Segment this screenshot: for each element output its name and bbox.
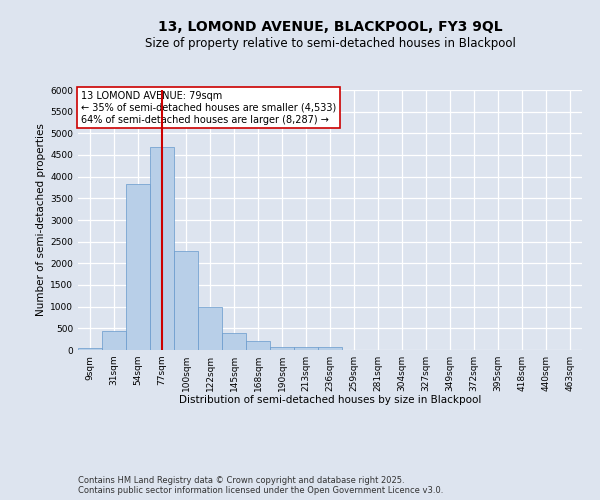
Bar bbox=[198, 307, 222, 350]
Text: 13, LOMOND AVENUE, BLACKPOOL, FY3 9QL: 13, LOMOND AVENUE, BLACKPOOL, FY3 9QL bbox=[158, 20, 502, 34]
Bar bbox=[222, 332, 246, 350]
Bar bbox=[294, 347, 318, 350]
Text: Size of property relative to semi-detached houses in Blackpool: Size of property relative to semi-detach… bbox=[145, 38, 515, 51]
X-axis label: Distribution of semi-detached houses by size in Blackpool: Distribution of semi-detached houses by … bbox=[179, 396, 481, 406]
Bar bbox=[102, 332, 126, 350]
Bar bbox=[270, 346, 294, 350]
Bar bbox=[318, 347, 342, 350]
Bar bbox=[78, 348, 102, 350]
Text: 13 LOMOND AVENUE: 79sqm
← 35% of semi-detached houses are smaller (4,533)
64% of: 13 LOMOND AVENUE: 79sqm ← 35% of semi-de… bbox=[80, 92, 336, 124]
Y-axis label: Number of semi-detached properties: Number of semi-detached properties bbox=[36, 124, 46, 316]
Bar bbox=[246, 341, 270, 350]
Text: Contains HM Land Registry data © Crown copyright and database right 2025.
Contai: Contains HM Land Registry data © Crown c… bbox=[78, 476, 443, 495]
Bar bbox=[174, 251, 198, 350]
Bar bbox=[150, 147, 174, 350]
Bar bbox=[126, 184, 150, 350]
